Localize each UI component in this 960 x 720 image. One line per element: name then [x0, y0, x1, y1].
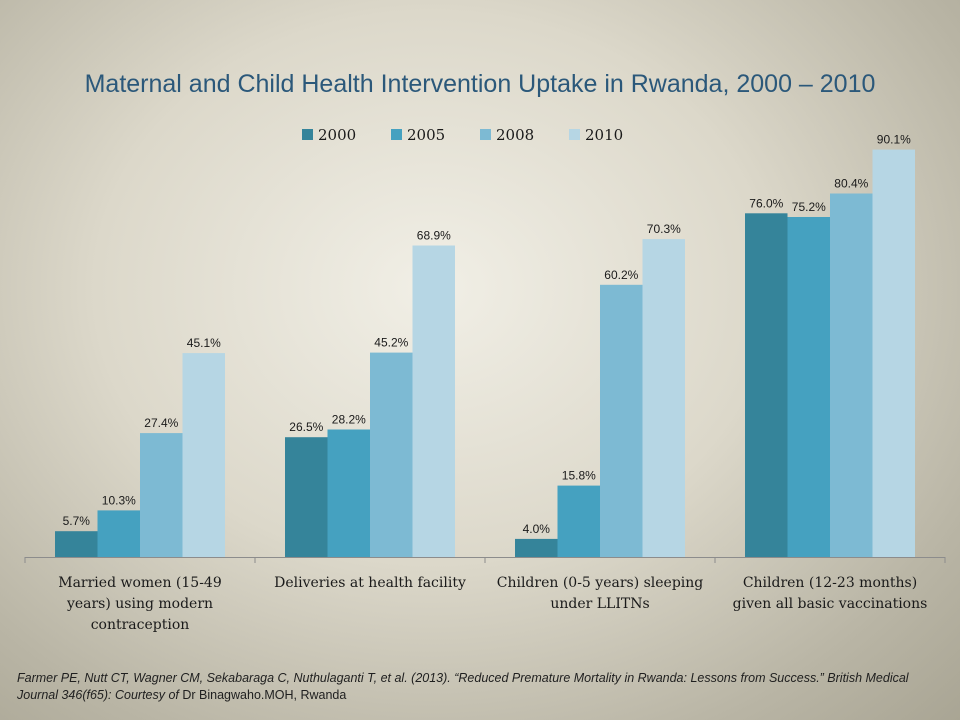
citation-credit: Dr Binagwaho.MOH, Rwanda [182, 688, 347, 702]
citation-text: Farmer PE, Nutt CT, Wagner CM, Sekabarag… [17, 671, 909, 702]
bar-2008-cat3 [600, 284, 643, 557]
category-label-3-line-1: Children (0-5 years) sleeping [497, 575, 704, 591]
category-label-1-line-2: years) using modern [66, 596, 213, 612]
bar-2005-cat3 [557, 485, 600, 557]
legend-swatch-2000 [302, 129, 313, 140]
category-label-3-line-2: under LLITNs [550, 596, 649, 612]
data-label-2008-cat4: 80.4% [834, 177, 868, 191]
citation-footnote: Farmer PE, Nutt CT, Wagner CM, Sekabarag… [17, 670, 947, 704]
legend-label-2000: 2000 [318, 126, 356, 144]
bar-2005-cat2 [327, 429, 370, 557]
legend-swatch-2005 [391, 129, 402, 140]
category-label-1-line-1: Married women (15-49 [58, 575, 222, 591]
category-label-4-line-2: given all basic vaccinations [733, 596, 928, 612]
data-label-2000-cat4: 76.0% [749, 196, 783, 210]
bar-2000-cat2 [285, 437, 328, 557]
data-label-2008-cat2: 45.2% [374, 336, 408, 350]
bar-2000-cat4 [745, 213, 788, 558]
data-label-2000-cat3: 4.0% [523, 522, 551, 536]
bar-2008-cat1 [140, 433, 183, 557]
data-label-2008-cat1: 27.4% [144, 416, 178, 430]
bar-2010-cat2 [412, 245, 455, 557]
bar-2000-cat1 [55, 531, 98, 557]
data-label-2000-cat2: 26.5% [289, 420, 323, 434]
chart-title: Maternal and Child Health Intervention U… [84, 70, 876, 98]
legend-label-2005: 2005 [407, 126, 445, 144]
data-label-2005-cat4: 75.2% [792, 200, 826, 214]
x-axis [24, 557, 946, 563]
bar-2000-cat3 [515, 538, 558, 557]
data-label-2005-cat1: 10.3% [102, 493, 136, 507]
data-label-2010-cat1: 45.1% [187, 336, 221, 350]
data-label-2005-cat2: 28.2% [332, 413, 366, 427]
bar-2008-cat4 [830, 193, 873, 557]
legend-swatch-2010 [569, 129, 580, 140]
data-labels-group: 5.7% 10.3% 27.4% 45.1% 26.5% 28.2% 45.2% 68.9% 4… [63, 133, 912, 536]
bar-2010-cat1 [182, 353, 225, 557]
category-label-1-line-3: contraception [91, 617, 190, 633]
data-label-2005-cat3: 15.8% [562, 469, 596, 483]
legend-swatch-2008 [480, 129, 491, 140]
bar-2005-cat4 [787, 217, 830, 557]
bars-group [55, 149, 915, 558]
data-label-2010-cat3: 70.3% [647, 222, 681, 236]
category-label-4-line-1: Children (12-23 months) [743, 575, 917, 591]
bar-2010-cat3 [642, 239, 685, 557]
category-labels-group: Married women (15-49 years) using modern c… [58, 575, 927, 633]
data-label-2010-cat4: 90.1% [877, 133, 911, 147]
data-label-2000-cat1: 5.7% [63, 514, 91, 528]
bar-2010-cat4 [872, 149, 915, 557]
legend-label-2010: 2010 [585, 126, 623, 144]
data-label-2008-cat3: 60.2% [604, 268, 638, 282]
bar-2008-cat2 [370, 352, 413, 557]
legend-label-2008: 2008 [496, 126, 534, 144]
bar-2005-cat1 [97, 510, 140, 557]
category-label-2-line-1: Deliveries at health facility [274, 575, 466, 591]
legend: 2000 2005 2008 2010 [302, 126, 623, 144]
data-label-2010-cat2: 68.9% [417, 229, 451, 243]
